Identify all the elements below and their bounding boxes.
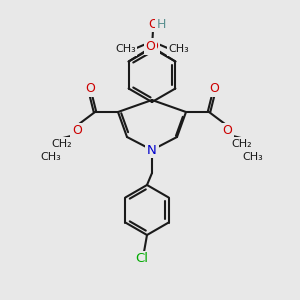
- Text: CH₃: CH₃: [168, 44, 189, 55]
- Text: CH₃: CH₃: [40, 152, 61, 162]
- Text: CH₂: CH₂: [232, 139, 252, 149]
- Text: O: O: [209, 82, 219, 95]
- Text: CH₃: CH₃: [243, 152, 263, 162]
- Text: O: O: [148, 40, 158, 53]
- Text: O: O: [85, 82, 95, 95]
- Text: O: O: [222, 124, 232, 137]
- Text: O: O: [72, 124, 82, 137]
- Text: N: N: [147, 143, 157, 157]
- Text: H: H: [156, 17, 166, 31]
- Text: CH₂: CH₂: [52, 139, 72, 149]
- Text: O: O: [146, 40, 156, 53]
- Text: O: O: [148, 17, 158, 31]
- Text: Cl: Cl: [136, 253, 148, 266]
- Text: CH₃: CH₃: [115, 44, 136, 55]
